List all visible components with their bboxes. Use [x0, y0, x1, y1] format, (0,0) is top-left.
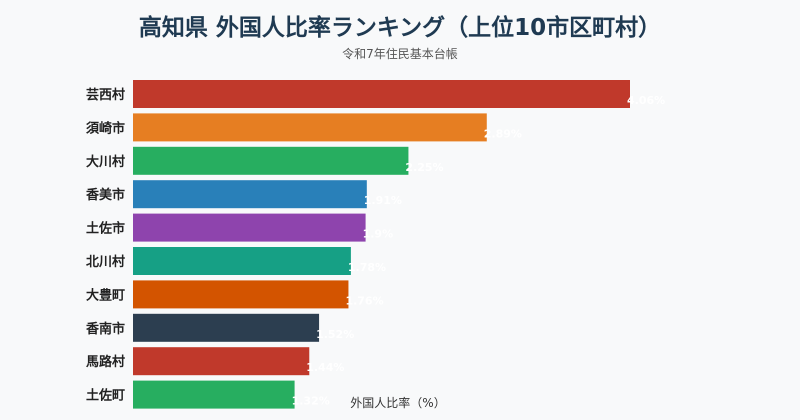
category-label: 北川村 — [86, 254, 125, 270]
bar — [133, 180, 367, 209]
bar — [133, 247, 351, 275]
value-label: 1.32% — [292, 395, 330, 408]
chart-subtitle: 令和7年住民基本台帳 — [342, 47, 458, 61]
category-label: 土佐町 — [86, 388, 125, 404]
category-label: 香美市 — [85, 187, 125, 203]
bar — [133, 347, 310, 376]
bar — [133, 113, 487, 142]
bar — [133, 313, 320, 342]
category-label: 土佐市 — [86, 221, 125, 237]
category-label: 須崎市 — [85, 120, 125, 136]
bar — [133, 80, 630, 108]
category-label: 馬路村 — [86, 354, 125, 370]
bars-group: 芸西村 4.06% 須崎市 2.89% 大川村 2.25% 香美市 1.91% 土佐市 1.9% 北… — [85, 80, 665, 409]
bar — [133, 380, 295, 409]
value-label: 4.06% — [627, 94, 665, 107]
value-label: 1.52% — [316, 328, 354, 341]
value-label: 1.76% — [345, 294, 383, 307]
x-axis-label: 外国人比率（%） — [350, 395, 445, 410]
value-label: 1.91% — [364, 194, 402, 207]
category-label: 大豊町 — [86, 287, 125, 303]
bar — [133, 213, 366, 242]
category-label: 香南市 — [85, 321, 125, 337]
category-label: 芸西村 — [86, 87, 125, 103]
category-label: 大川村 — [86, 154, 125, 170]
bar — [133, 146, 409, 175]
chart-title: 高知県 外国人比率ランキング（上位10市区町村） — [138, 15, 662, 41]
value-label: 1.78% — [348, 261, 386, 274]
value-label: 2.89% — [484, 127, 522, 140]
value-label: 1.9% — [363, 228, 394, 241]
value-label: 2.25% — [405, 161, 443, 174]
value-label: 1.44% — [306, 361, 344, 374]
bar — [133, 280, 349, 309]
